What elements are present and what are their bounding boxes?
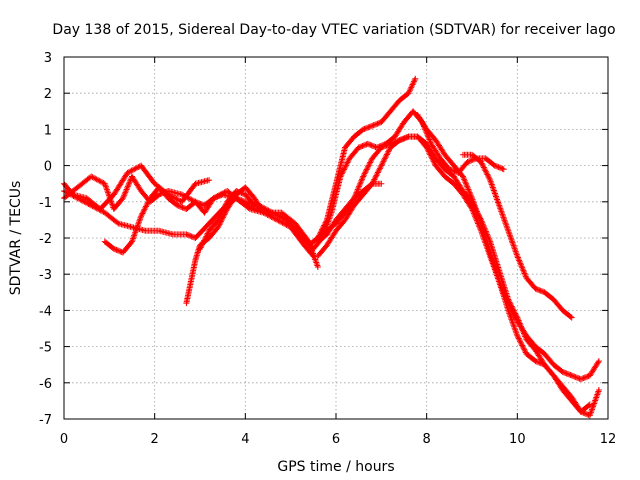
x-tick-label: 2 [151,432,159,447]
data-series-arc-4 [101,184,321,270]
data-point-markers [414,111,602,419]
y-tick-label: 1 [44,123,52,138]
y-tick-label: 3 [44,51,52,66]
y-tick-label: -1 [39,196,52,211]
x-tick-label: 6 [332,432,340,447]
x-tick-label: 4 [241,432,249,447]
y-axis-label: SDTVAR / TECUs [8,181,24,296]
y-tick-label: 2 [44,87,52,102]
y-tick-label: -2 [39,232,52,247]
data-series-arc-13 [459,151,575,321]
grid [64,57,608,419]
data-point-markers [310,108,507,252]
y-tick-label: -4 [39,304,52,319]
data-point-markers [197,187,267,252]
y-tick-label: -7 [39,413,52,428]
y-tick-label: 0 [44,160,52,175]
y-tick-label: -5 [39,341,52,356]
data-series-arc-6 [197,187,267,252]
x-tick-label: 12 [600,432,617,447]
data-point-markers [101,184,321,270]
x-tick-label: 0 [60,432,68,447]
x-tick-label: 10 [509,432,526,447]
data-series [61,75,602,419]
x-tick-label: 8 [423,432,431,447]
chart-title: Day 138 of 2015, Sidereal Day-to-day VTE… [52,22,615,38]
data-point-markers [305,75,419,249]
data-series-arc-7 [305,75,419,249]
data-point-markers [459,151,575,321]
y-tick-label: -6 [39,377,52,392]
x-axis-label: GPS time / hours [277,459,394,475]
data-series-arc-12 [414,111,602,419]
y-tick-label: -3 [39,268,52,283]
data-series-arc-8 [310,108,507,252]
